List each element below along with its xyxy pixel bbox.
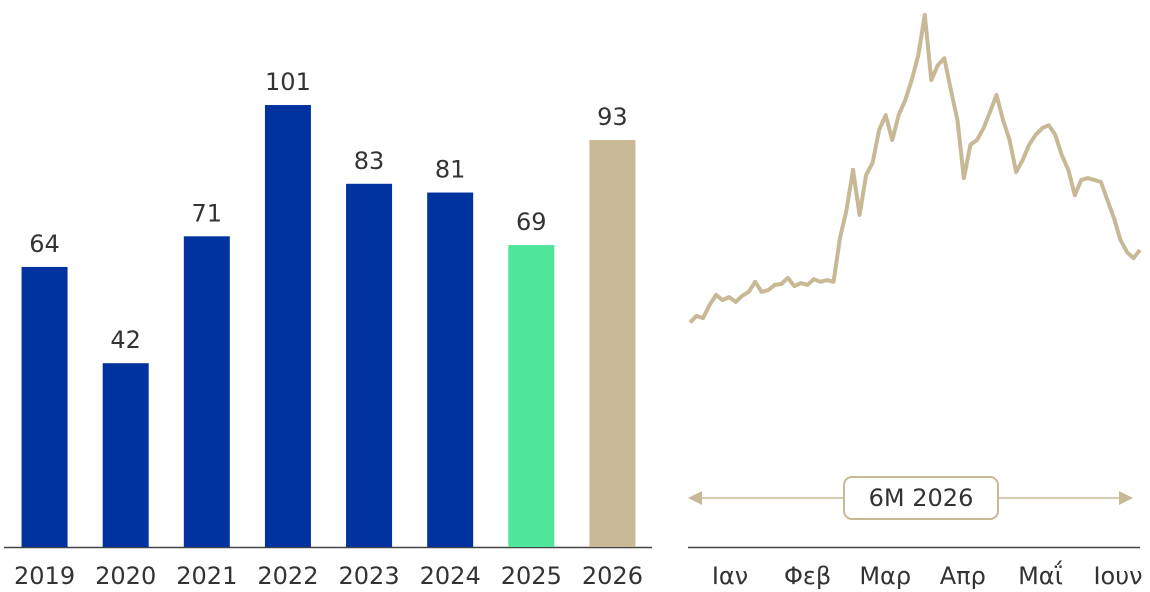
value-label: 101: [265, 68, 311, 96]
value-label: 81: [435, 156, 466, 184]
bar: [264, 105, 311, 548]
x-tick-label: 2025: [501, 562, 562, 590]
line: [688, 12, 1142, 324]
x-tick-label: Ιαν: [712, 562, 748, 590]
bar: [183, 236, 230, 547]
value-label: 71: [192, 199, 223, 227]
value-label: 69: [516, 208, 547, 236]
x-tick-label: 2019: [14, 562, 75, 590]
x-tick-label: Μαρ: [859, 562, 911, 590]
bar: [508, 245, 555, 547]
value-label: 93: [597, 103, 628, 131]
bar: [427, 192, 474, 547]
bar: [21, 266, 68, 547]
bar: [346, 183, 393, 548]
x-tick-label: 2023: [339, 562, 400, 590]
value-label: 83: [354, 147, 385, 175]
x-tick-label: 2021: [176, 562, 237, 590]
period-arrow: [688, 476, 1133, 520]
annotation: 6M 2026: [869, 484, 974, 512]
x-tick-label: 2022: [257, 562, 318, 590]
value-label: 42: [110, 326, 141, 354]
x-tick-label: Φεβ: [784, 562, 831, 590]
x-tick-label: Μαΐ: [1018, 559, 1063, 590]
x-tick-label: 2024: [420, 562, 481, 590]
value-label: 64: [29, 230, 60, 258]
x-tick-label: Ιουν: [1093, 562, 1142, 590]
bar: [102, 363, 149, 547]
x-tick-label: Απρ: [940, 562, 986, 590]
x-tick-label: 2026: [582, 562, 643, 590]
x-tick-label: 2020: [95, 562, 156, 590]
bar: [589, 140, 636, 548]
